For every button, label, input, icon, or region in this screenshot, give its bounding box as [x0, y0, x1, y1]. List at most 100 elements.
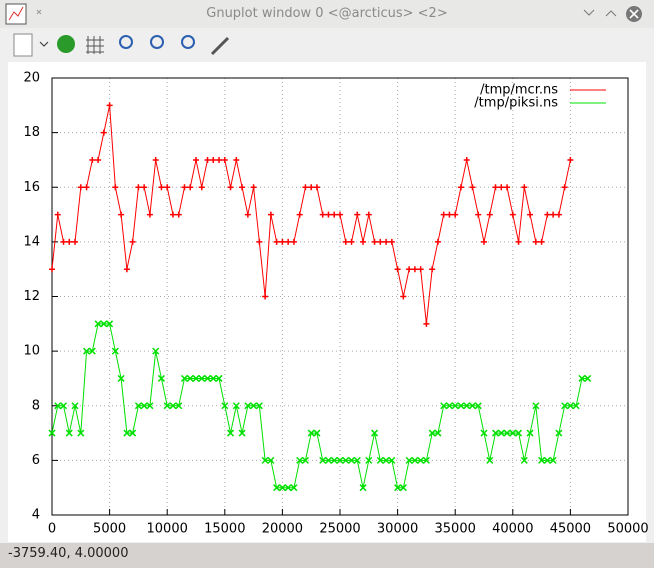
point-marker: [417, 266, 424, 273]
point-marker: [584, 374, 592, 382]
point-marker: [239, 184, 246, 191]
toolbar: [5, 3, 642, 57]
point-marker: [417, 456, 425, 464]
point-marker: [256, 238, 263, 245]
point-marker: [221, 402, 229, 410]
point-marker: [319, 456, 327, 464]
point-marker: [198, 184, 205, 191]
point-marker: [313, 429, 321, 437]
point-marker: [509, 429, 517, 437]
point-marker: [474, 402, 482, 410]
point-marker: [394, 484, 402, 492]
point-marker: [313, 184, 320, 191]
point-marker: [445, 402, 453, 410]
point-marker: [296, 211, 303, 218]
point-marker: [83, 184, 90, 191]
point-marker: [492, 184, 499, 191]
point-marker: [359, 484, 367, 492]
point-marker: [388, 456, 396, 464]
grid-button[interactable]: [86, 36, 104, 54]
point-marker: [307, 429, 315, 437]
point-marker: [457, 402, 465, 410]
point-marker: [129, 238, 136, 245]
point-marker: [290, 238, 297, 245]
point-marker: [348, 238, 355, 245]
point-marker: [486, 211, 493, 218]
point-marker: [250, 402, 258, 410]
point-marker: [94, 320, 102, 328]
point-marker: [117, 374, 125, 382]
x-tick-label: 20000: [262, 522, 303, 537]
point-marker: [232, 402, 240, 410]
point-marker: [244, 211, 251, 218]
point-marker: [365, 211, 372, 218]
point-marker: [296, 456, 304, 464]
y-tick-label: 6: [32, 453, 40, 468]
point-marker: [123, 266, 130, 273]
point-marker: [566, 402, 574, 410]
legend-label: /tmp/piksi.ns: [474, 96, 558, 111]
point-marker: [498, 184, 505, 191]
point-marker: [336, 456, 344, 464]
point-marker: [319, 211, 326, 218]
point-marker: [60, 238, 67, 245]
point-marker: [388, 238, 395, 245]
replot-button[interactable]: [57, 35, 75, 53]
point-marker: [129, 429, 137, 437]
zoom-in-button[interactable]: [150, 35, 164, 49]
point-marker: [526, 429, 534, 437]
point-marker: [429, 266, 436, 273]
point-marker: [83, 347, 91, 355]
zoom-reset-button[interactable]: [181, 35, 195, 49]
pin-button[interactable]: [36, 9, 42, 15]
point-marker: [308, 184, 315, 191]
point-marker: [118, 211, 125, 218]
legend-label: /tmp/mcr.ns: [480, 83, 558, 98]
point-marker: [135, 184, 142, 191]
point-marker: [186, 374, 194, 382]
point-marker: [481, 238, 487, 245]
point-marker: [342, 456, 350, 464]
point-marker: [198, 374, 206, 382]
point-marker: [227, 184, 234, 191]
x-tick-label: 25000: [319, 522, 360, 537]
point-marker: [290, 484, 298, 492]
point-marker: [192, 374, 200, 382]
y-tick-label: 18: [23, 125, 40, 140]
point-marker: [175, 402, 183, 410]
point-marker: [203, 374, 212, 382]
y-tick-label: 16: [23, 180, 40, 195]
point-marker: [538, 456, 546, 464]
point-marker: [550, 211, 557, 218]
point-marker: [187, 184, 194, 191]
point-marker: [169, 402, 177, 410]
point-marker: [180, 374, 189, 382]
point-marker: [66, 238, 73, 245]
x-tick-label: 50000: [607, 522, 648, 537]
point-marker: [440, 211, 447, 218]
settings-button[interactable]: [210, 36, 230, 56]
point-marker: [48, 429, 56, 437]
point-marker: [233, 156, 240, 163]
point-marker: [561, 402, 569, 410]
point-marker: [146, 402, 154, 410]
point-marker: [567, 156, 574, 163]
point-marker: [572, 402, 580, 410]
export-menu[interactable]: [39, 41, 49, 47]
export-button[interactable]: [13, 33, 33, 57]
point-marker: [527, 211, 534, 218]
point-marker: [71, 402, 79, 410]
minimize-button[interactable]: [583, 9, 595, 16]
point-marker: [221, 156, 228, 163]
app-icon-graph: [8, 6, 24, 21]
point-marker: [204, 156, 211, 163]
point-marker: [532, 402, 540, 410]
point-marker: [285, 238, 292, 245]
point-marker: [468, 402, 477, 410]
window-title: Gnuplot window 0 <@arcticus> <2>: [206, 6, 448, 21]
maximize-button[interactable]: [605, 10, 617, 17]
title-bar: Gnuplot window 0 <@arcticus> <2>: [0, 0, 654, 28]
point-marker: [555, 211, 562, 218]
zoom-out-button[interactable]: [119, 35, 133, 49]
point-marker: [65, 429, 73, 437]
